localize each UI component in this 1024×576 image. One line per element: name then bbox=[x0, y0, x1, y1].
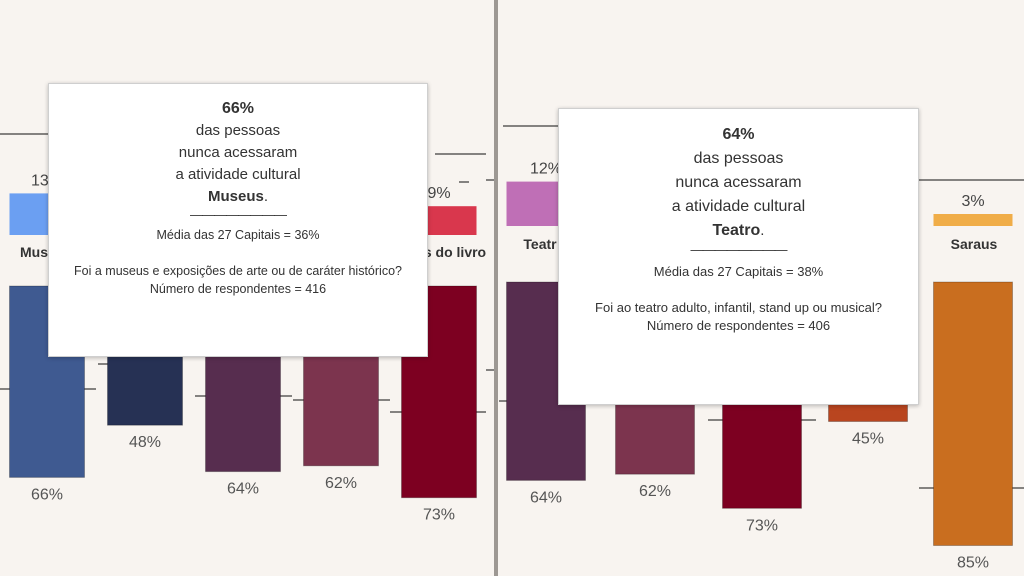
tooltip-text: das pessoas bbox=[195, 122, 281, 139]
tooltip-text: nunca acessaram bbox=[675, 174, 802, 191]
tooltip-activity: Museus bbox=[207, 188, 264, 205]
data-label: 62% bbox=[325, 475, 357, 492]
category-label: Mus bbox=[20, 244, 48, 260]
tooltip-museus: 66% das pessoas nunca acessaram a ativid… bbox=[48, 83, 428, 357]
tooltip-average: Média das 27 Capitais = 38% bbox=[653, 264, 824, 279]
category-label: Teatr bbox=[523, 236, 557, 252]
data-label: 3% bbox=[961, 193, 984, 210]
data-label: 64% bbox=[227, 481, 259, 498]
tooltip-rule: ———————— bbox=[690, 242, 788, 257]
bar-top bbox=[933, 214, 1013, 226]
data-label: 48% bbox=[129, 434, 161, 451]
data-label: 9% bbox=[427, 185, 450, 202]
tooltip-question: Foi ao teatro adulto, infantil, stand up… bbox=[595, 300, 882, 315]
tooltip-text: a atividade cultural bbox=[671, 198, 806, 215]
tooltip-percent: 64% bbox=[722, 126, 755, 143]
data-label: 62% bbox=[639, 483, 671, 500]
bar-bottom bbox=[933, 281, 1013, 546]
data-label: 73% bbox=[423, 507, 455, 524]
tooltip-percent: 66% bbox=[221, 100, 255, 117]
panel-divider bbox=[494, 0, 498, 576]
tooltip-rule: ———————— bbox=[190, 207, 287, 222]
data-label: 64% bbox=[530, 489, 562, 506]
tooltip-text: das pessoas bbox=[693, 150, 784, 167]
data-label: 12% bbox=[530, 161, 562, 178]
tooltip-question: Foi a museus e exposições de arte ou de … bbox=[74, 264, 402, 278]
category-label: s do livro bbox=[424, 244, 486, 260]
data-label: 73% bbox=[746, 517, 778, 534]
tooltip-text: a atividade cultural bbox=[175, 166, 301, 183]
category-label: Saraus bbox=[951, 236, 998, 252]
tooltip-respondents: Número de respondentes = 416 bbox=[149, 282, 327, 296]
tooltip-text: nunca acessaram bbox=[178, 144, 298, 161]
data-label: 85% bbox=[957, 555, 989, 572]
tooltip-average: Média das 27 Capitais = 36% bbox=[156, 228, 320, 242]
tooltip-teatro: 64% das pessoas nunca acessaram a ativid… bbox=[558, 108, 919, 405]
tooltip-respondents: Número de respondentes = 406 bbox=[646, 318, 831, 333]
data-label: 66% bbox=[31, 486, 63, 503]
tooltip-activity: Teatro bbox=[712, 222, 761, 239]
data-label: 45% bbox=[852, 431, 884, 448]
